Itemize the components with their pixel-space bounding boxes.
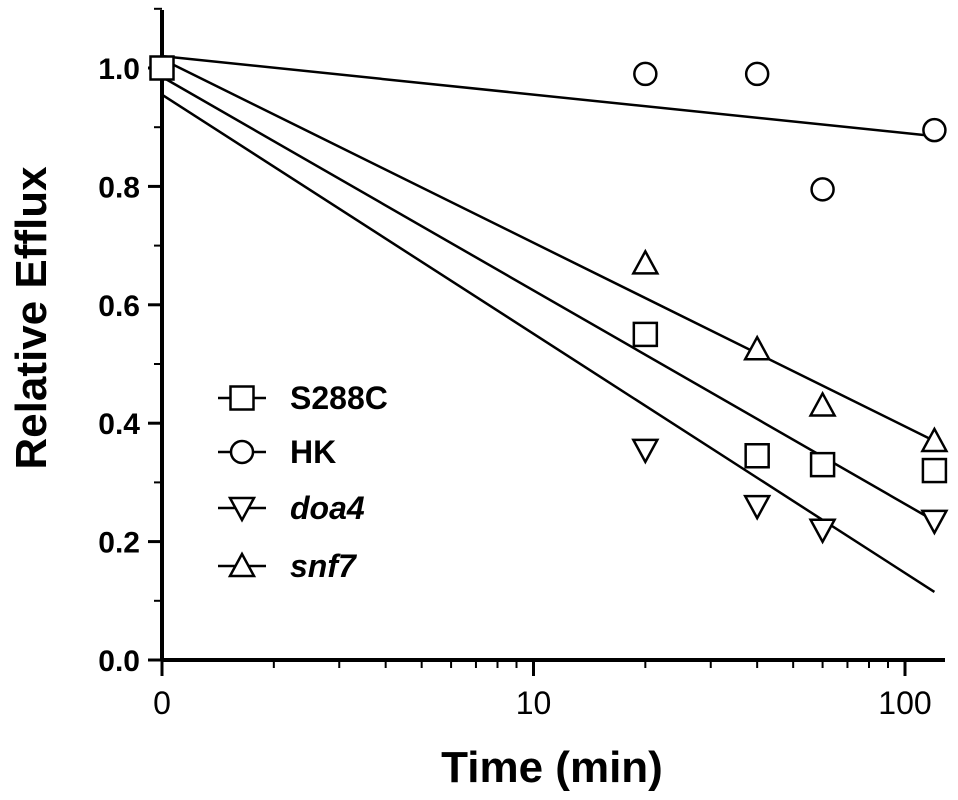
point-doa4 xyxy=(920,509,949,536)
x-axis: 0 10 100 xyxy=(153,658,945,721)
legend-label: doa4 xyxy=(290,490,365,526)
x-tick-label: 0 xyxy=(153,685,171,721)
legend-item-hk: HK xyxy=(218,434,336,470)
point-snf7 xyxy=(808,390,837,417)
point-s288c xyxy=(149,55,175,81)
x-tick-label: 100 xyxy=(878,685,931,721)
x-axis-title: Time (min) xyxy=(441,743,663,792)
point-s288c xyxy=(632,321,659,348)
legend-marker-hk xyxy=(229,439,255,465)
legend-marker-snf7 xyxy=(227,551,257,578)
legend: S288C HK doa4 snf7 xyxy=(218,380,388,584)
point-snf7 xyxy=(920,426,949,453)
y-tick-label: 1.0 xyxy=(98,53,140,86)
data-markers xyxy=(149,55,949,545)
legend-label: HK xyxy=(290,434,336,470)
legend-item-s288c: S288C xyxy=(218,380,388,416)
legend-label: S288C xyxy=(290,380,388,416)
point-hk xyxy=(744,61,770,87)
fit-line-s288c xyxy=(161,75,936,522)
point-doa4 xyxy=(631,438,660,465)
y-tick-label: 0.4 xyxy=(98,408,140,441)
point-s288c xyxy=(744,443,770,469)
y-tick-label: 0.2 xyxy=(98,527,140,560)
point-snf7 xyxy=(631,248,660,275)
point-s288c xyxy=(921,457,948,484)
point-hk xyxy=(922,117,947,143)
fit-lines xyxy=(161,54,936,593)
fit-line-hk xyxy=(161,54,935,138)
point-hk xyxy=(810,177,835,202)
point-doa4 xyxy=(743,494,772,521)
legend-marker-s288c xyxy=(229,385,255,411)
y-tick-label: 0.0 xyxy=(98,645,140,678)
legend-item-doa4: doa4 xyxy=(218,490,365,526)
y-tick-label: 0.6 xyxy=(98,290,140,323)
y-axis-title: Relative Efflux xyxy=(7,166,56,470)
y-tick-label: 0.8 xyxy=(98,171,140,204)
point-hk xyxy=(633,61,658,87)
legend-label: snf7 xyxy=(290,548,358,584)
fit-line-doa4 xyxy=(161,93,936,593)
fit-line-snf7 xyxy=(161,57,935,443)
point-snf7 xyxy=(743,334,772,361)
x-tick-label: 10 xyxy=(516,685,552,721)
legend-marker-doa4 xyxy=(227,496,257,523)
legend-item-snf7: snf7 xyxy=(218,548,358,584)
point-doa4 xyxy=(808,518,837,545)
point-s288c xyxy=(809,451,836,478)
y-axis: 0.0 0.2 0.4 0.6 0.8 1.0 xyxy=(98,7,164,678)
